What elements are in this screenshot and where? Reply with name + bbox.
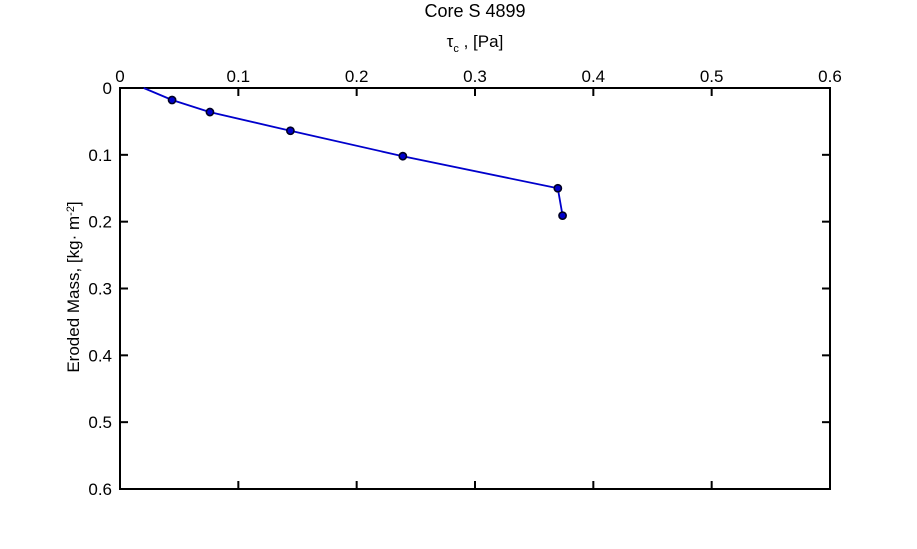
y-tick-label: 0 — [103, 79, 112, 98]
data-point-marker — [205, 107, 215, 117]
x-tick-label: 0.4 — [582, 67, 606, 86]
y-tick-label: 0.5 — [88, 413, 112, 432]
plot-frame — [119, 87, 831, 490]
x-tick-label: 0.3 — [463, 67, 487, 86]
data-point-marker — [398, 151, 408, 161]
data-line — [143, 87, 564, 216]
y-tick-label: 0.4 — [88, 346, 112, 365]
y-tick-label: 0.2 — [88, 213, 112, 232]
x-axis-label: τc , [Pa] — [120, 32, 830, 59]
data-point-marker — [558, 211, 567, 221]
x-tick-label: 0.1 — [227, 67, 251, 86]
tau-symbol: τ — [446, 32, 454, 51]
data-point-marker — [285, 126, 295, 136]
x-tick-label: 0.5 — [700, 67, 724, 86]
x-axis-units: , [Pa] — [458, 32, 504, 51]
x-tick-label: 0.2 — [345, 67, 369, 86]
x-tick-label: 0.6 — [818, 67, 842, 86]
y-tick-label: 0.6 — [88, 480, 112, 499]
data-point-marker — [167, 95, 177, 105]
chart-title: Core S 4899 — [424, 1, 526, 21]
y-tick-label: 0.1 — [88, 146, 112, 165]
tau-subscript-c: c — [453, 43, 459, 55]
x-tick-label: 0 — [115, 67, 124, 86]
data-point-marker — [553, 183, 563, 193]
y-tick-label: 0.3 — [88, 280, 112, 299]
